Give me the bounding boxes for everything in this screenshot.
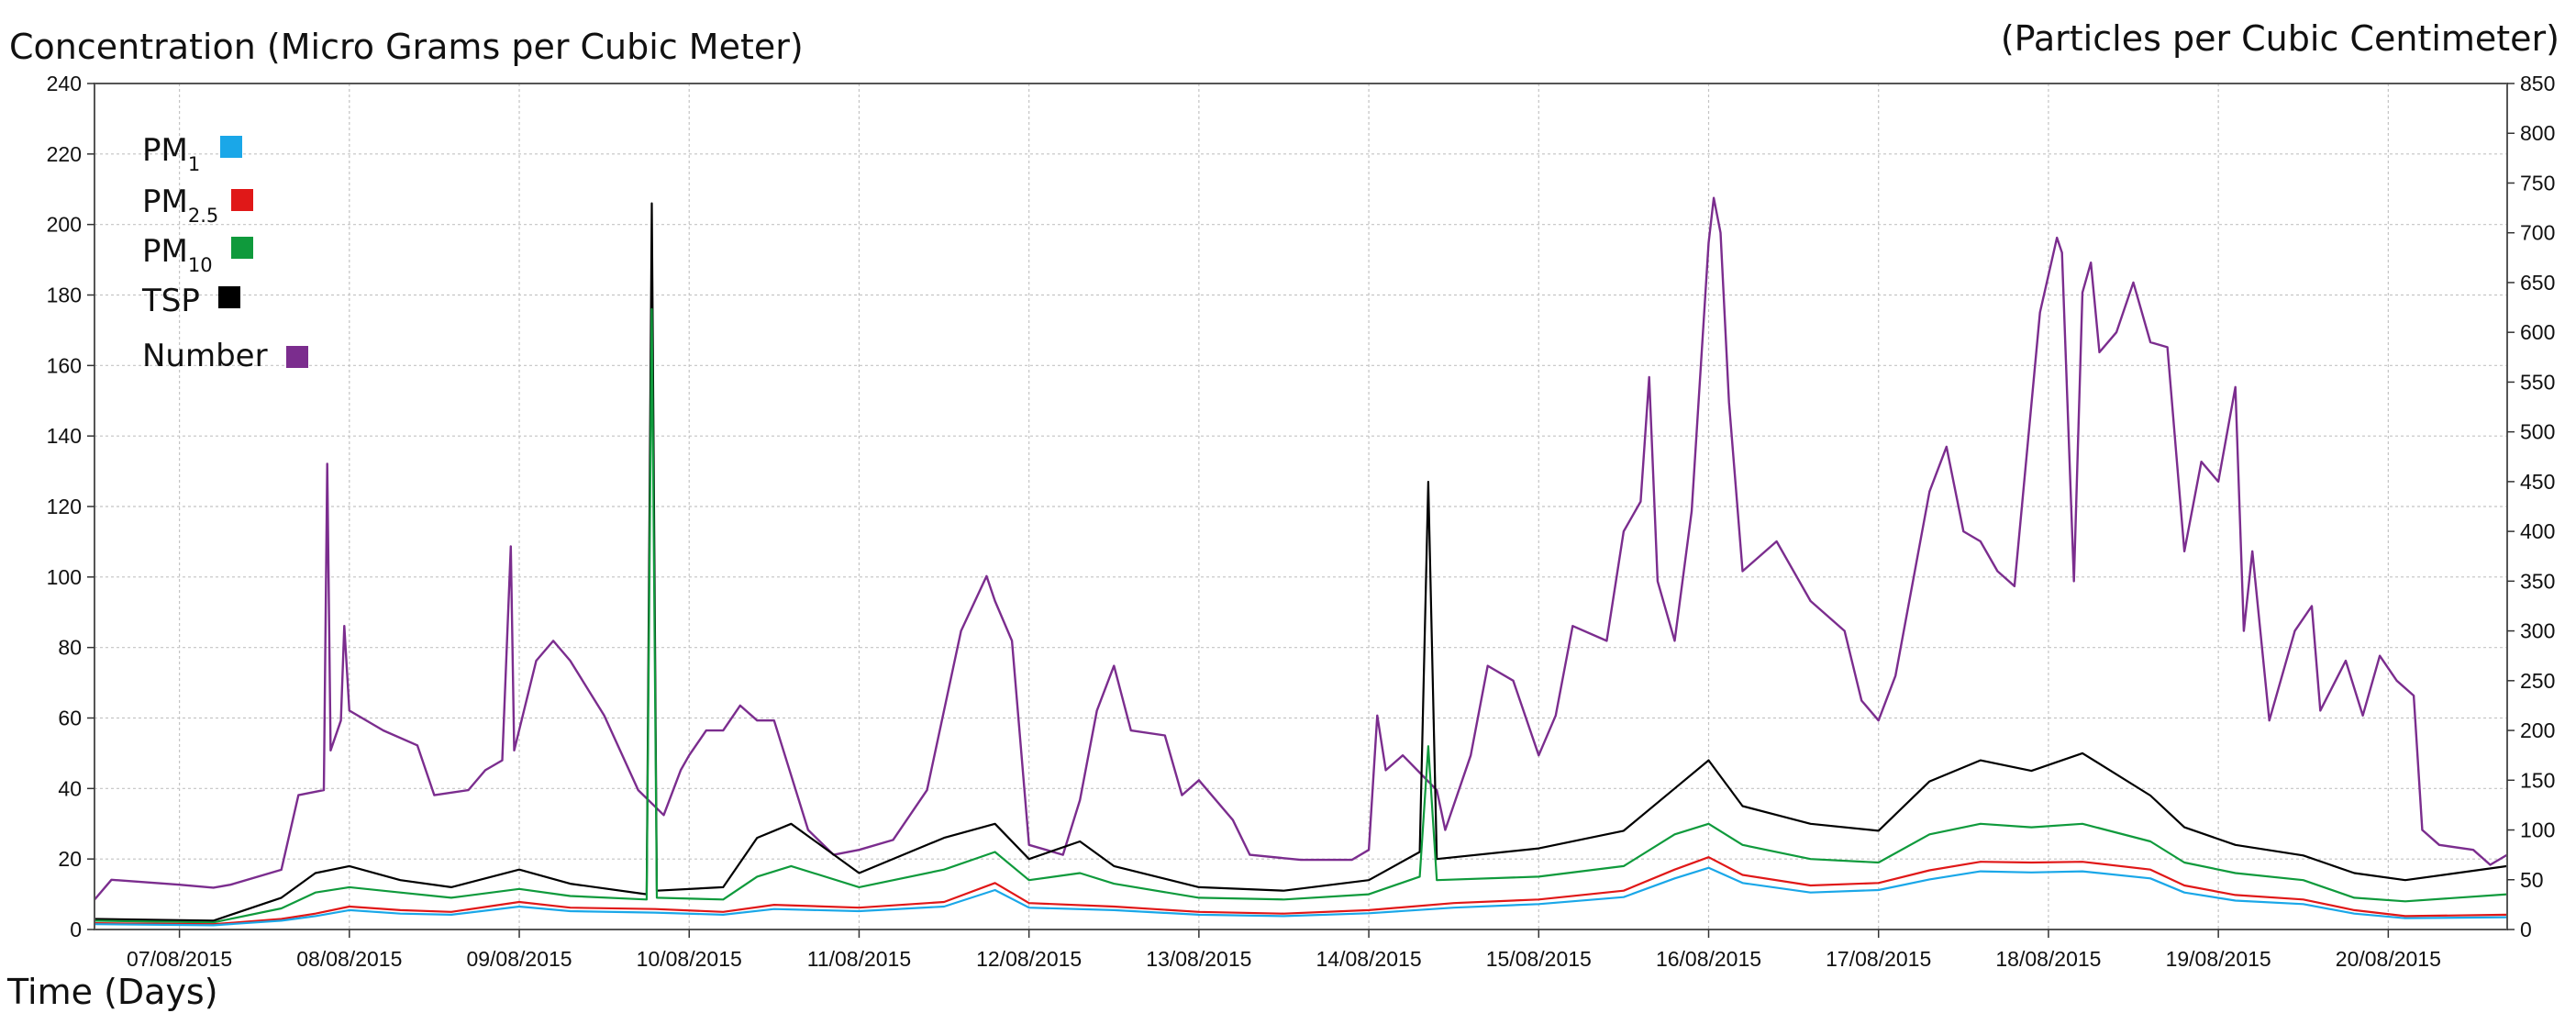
right-tick-label: 750 <box>2520 171 2555 195</box>
x-tick-label: 15/08/2015 <box>1486 947 1592 971</box>
right-tick-label: 450 <box>2520 470 2555 494</box>
right-axis-title: (Particles per Cubic Centimeter) <box>2001 18 2559 59</box>
right-tick-label: 250 <box>2520 669 2555 693</box>
right-tick-label: 850 <box>2520 72 2555 95</box>
left-tick-label: 120 <box>47 495 82 518</box>
right-tick-label: 50 <box>2520 868 2544 892</box>
x-tick-label: 08/08/2015 <box>296 947 402 971</box>
legend-label-pm1: PM1 <box>142 132 200 175</box>
series-line-pm10 <box>94 307 2508 924</box>
x-axis-title: Time (Days) <box>6 972 218 1012</box>
series-line-tsp <box>94 202 2508 922</box>
legend-label-pm25: PM2.5 <box>142 184 218 227</box>
grid-lines <box>94 83 2507 930</box>
left-tick-label: 20 <box>58 847 82 871</box>
right-tick-label: 150 <box>2520 768 2555 792</box>
legend-label-pm10: PM10 <box>142 233 213 276</box>
x-tick-label: 11/08/2015 <box>807 947 911 971</box>
right-tick-label: 500 <box>2520 420 2555 444</box>
series-line-pm1 <box>94 866 2508 927</box>
left-tick-label: 140 <box>47 424 82 448</box>
left-tick-label: 100 <box>47 565 82 589</box>
legend-swatch-pm10 <box>231 237 253 259</box>
series-line-number <box>94 196 2508 901</box>
legend: PM1 PM2.5 PM10 TSP Number <box>141 132 308 374</box>
legend-swatch-tsp <box>218 286 240 308</box>
right-tick-label: 400 <box>2520 519 2555 543</box>
x-tick-label: 16/08/2015 <box>1656 947 1761 971</box>
right-tick-label: 100 <box>2520 818 2555 842</box>
legend-swatch-pm25 <box>231 189 253 211</box>
right-tick-label: 700 <box>2520 221 2555 245</box>
left-axis-ticks: 0 20 40 60 80 100 120 140 160 180 200 220 240 <box>47 72 94 941</box>
x-tick-label: 10/08/2015 <box>637 947 742 971</box>
left-tick-label: 80 <box>58 636 82 660</box>
left-tick-label: 180 <box>47 284 82 307</box>
x-tick-label: 18/08/2015 <box>1995 947 2101 971</box>
right-tick-label: 200 <box>2520 718 2555 742</box>
left-tick-label: 0 <box>70 918 82 941</box>
x-tick-label: 20/08/2015 <box>2336 947 2441 971</box>
x-tick-label: 07/08/2015 <box>127 947 232 971</box>
left-tick-label: 160 <box>47 353 82 377</box>
left-tick-label: 60 <box>58 707 82 730</box>
left-tick-label: 200 <box>47 213 82 237</box>
x-tick-label: 19/08/2015 <box>2166 947 2271 971</box>
x-tick-label: 12/08/2015 <box>976 947 1082 971</box>
right-tick-label: 800 <box>2520 121 2555 145</box>
series-line-pm25 <box>94 856 2508 926</box>
x-tick-label: 14/08/2015 <box>1316 947 1422 971</box>
right-tick-label: 350 <box>2520 569 2555 593</box>
right-tick-label: 650 <box>2520 271 2555 295</box>
x-tick-label: 17/08/2015 <box>1826 947 1931 971</box>
right-tick-label: 300 <box>2520 619 2555 643</box>
left-tick-label: 40 <box>58 776 82 800</box>
left-tick-label: 240 <box>47 72 82 95</box>
right-tick-label: 600 <box>2520 320 2555 344</box>
x-axis-ticks: 07/08/2015 08/08/2015 09/08/2015 10/08/2015… <box>127 930 2441 971</box>
legend-swatch-number <box>286 346 308 368</box>
right-axis-ticks: 0 50 100 150 200 250 300 350 400 450 500 550 600 650 7… <box>2507 72 2555 941</box>
right-tick-label: 550 <box>2520 370 2555 394</box>
left-tick-label: 220 <box>47 142 82 166</box>
series-lines <box>94 196 2508 927</box>
x-tick-label: 09/08/2015 <box>466 947 572 971</box>
legend-label-tsp: TSP <box>141 283 200 319</box>
x-tick-label: 13/08/2015 <box>1146 947 1251 971</box>
right-tick-label: 0 <box>2520 918 2532 941</box>
legend-swatch-pm1 <box>220 136 242 158</box>
legend-label-number: Number <box>142 338 268 374</box>
left-axis-title: Concentration (Micro Grams per Cubic Met… <box>9 27 804 67</box>
